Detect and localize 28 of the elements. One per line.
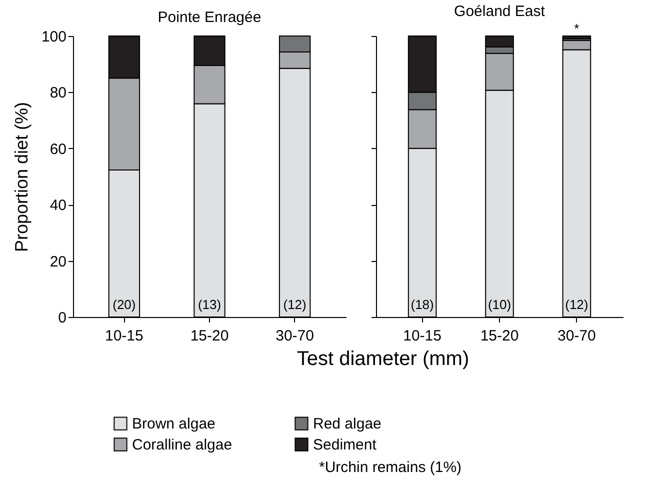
- legend-label: Red algae: [313, 416, 382, 433]
- x-tick-label: 10-15: [403, 328, 442, 344]
- chart-title: Goéland East: [454, 3, 546, 20]
- x-tick-label: 30-70: [276, 328, 314, 344]
- x-tick-label: 15-20: [190, 328, 229, 344]
- x-tick-label: 30-70: [558, 328, 596, 344]
- x-tick-label: 10-15: [105, 328, 144, 344]
- chart-title: Pointe Enragée: [158, 9, 262, 26]
- annotation: (18): [410, 297, 434, 312]
- annotation: (20): [112, 297, 136, 312]
- text: *Urchin remains (1%): [319, 459, 462, 476]
- annotation: (13): [198, 297, 222, 312]
- x-tick-label: 15-20: [480, 328, 519, 344]
- annotation: (12): [565, 297, 588, 312]
- y-tick-label: 80: [50, 84, 66, 102]
- legend-label: Coralline algae: [132, 436, 232, 454]
- y-tick-label: 100: [41, 28, 66, 46]
- y-tick-label: 0: [58, 310, 66, 326]
- y-tick-label: 60: [50, 140, 66, 158]
- annotation: (10): [488, 297, 512, 312]
- annotation: (12): [283, 297, 306, 312]
- legend-label: Brown algae: [132, 416, 216, 433]
- x-axis-title: Test diameter (mm): [296, 348, 470, 370]
- legend-label: Sediment: [313, 436, 378, 454]
- y-axis-title: Proportion diet (%): [11, 102, 32, 252]
- y-tick-label: 40: [50, 197, 66, 214]
- annotation: *: [574, 21, 580, 36]
- y-tick-label: 20: [50, 253, 66, 270]
